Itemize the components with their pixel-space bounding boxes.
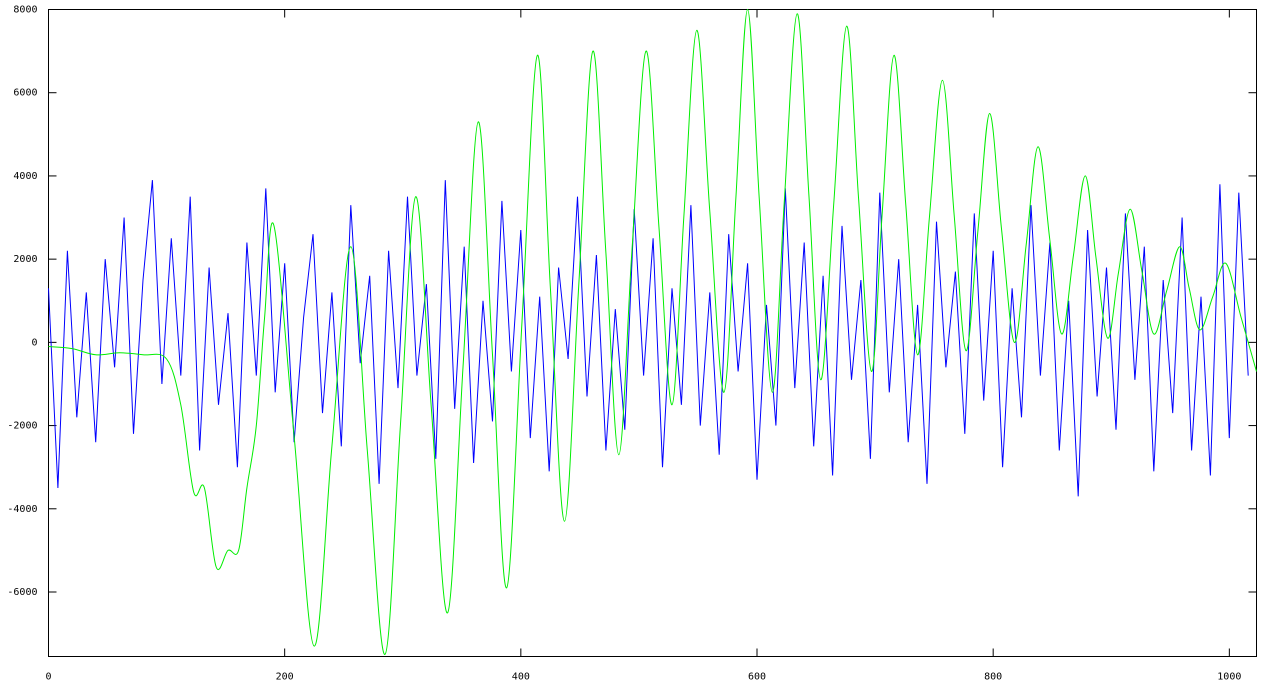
y-tick-label: 4000 bbox=[13, 171, 37, 182]
y-tick-label: -4000 bbox=[7, 504, 37, 515]
x-tick-label: 800 bbox=[984, 672, 1002, 683]
y-tick-label: 6000 bbox=[13, 88, 37, 99]
x-tick-label: 200 bbox=[276, 672, 294, 683]
x-tick-label: 0 bbox=[45, 672, 51, 683]
y-tick-label: -2000 bbox=[7, 421, 37, 432]
y-tick-label: 0 bbox=[31, 337, 37, 348]
x-tick-label: 1000 bbox=[1217, 672, 1241, 683]
series-line bbox=[48, 8, 1257, 655]
y-tick-label: 8000 bbox=[13, 5, 37, 16]
series-line bbox=[48, 180, 1249, 497]
plot-frame bbox=[48, 9, 1257, 657]
y-tick-label: -6000 bbox=[7, 587, 37, 598]
x-tick-label: 600 bbox=[748, 672, 766, 683]
y-tick-label: 2000 bbox=[13, 254, 37, 265]
x-tick-label: 400 bbox=[512, 672, 530, 683]
